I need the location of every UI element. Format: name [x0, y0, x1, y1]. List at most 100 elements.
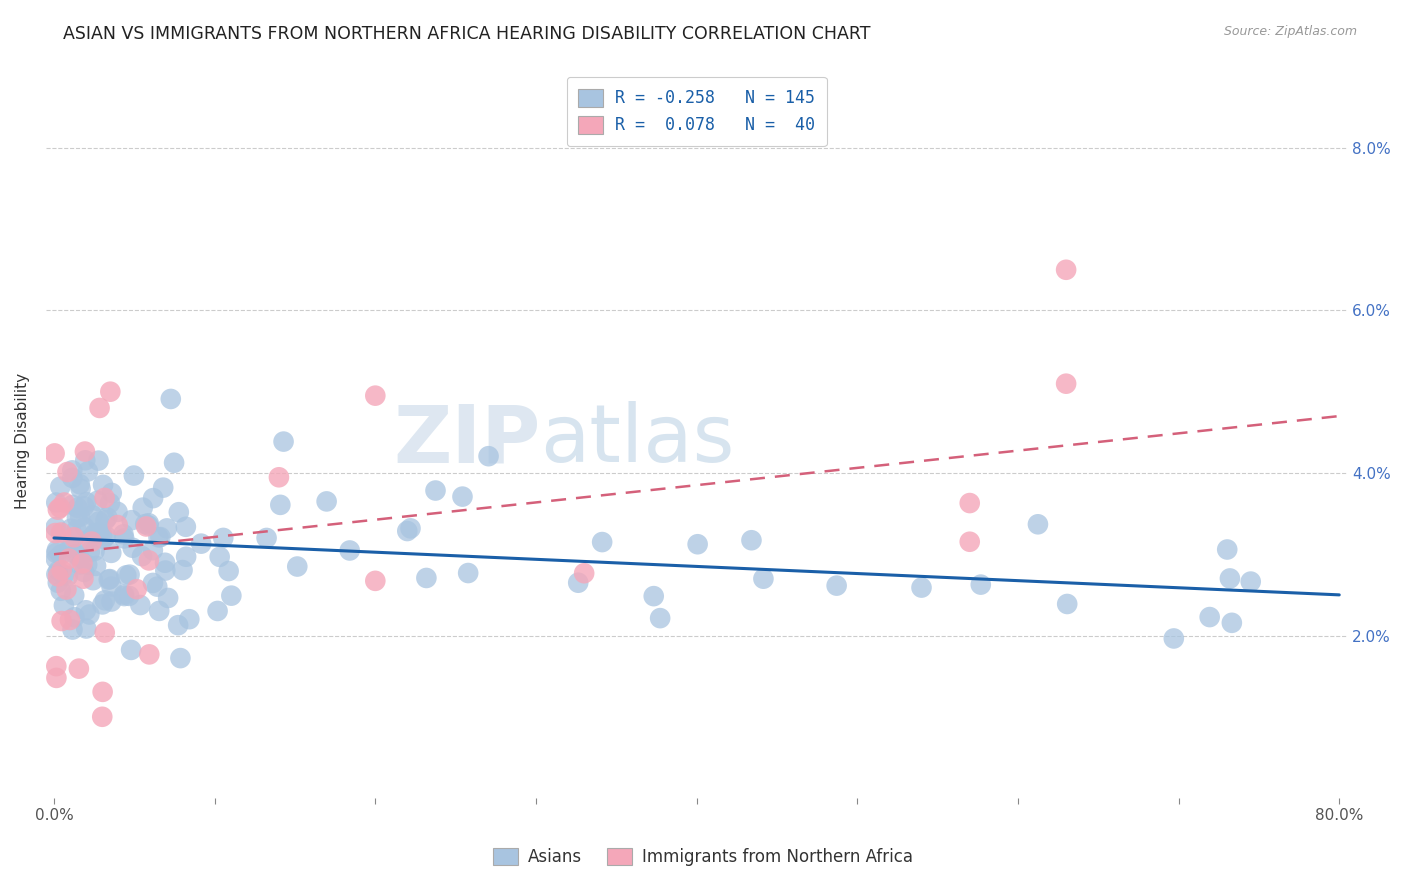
Point [591, 535, 613, 549]
Point [82, 508, 104, 523]
Y-axis label: Hearing Disability: Hearing Disability [15, 372, 30, 508]
Point [83, 528, 105, 542]
Point [72, 557, 94, 571]
Point [65, 523, 87, 537]
Point [62, 498, 84, 512]
Point [339, 543, 361, 558]
Point [63, 610, 86, 624]
Point [65, 547, 87, 561]
Text: ASIAN VS IMMIGRANTS FROM NORTHERN AFRICA HEARING DISABILITY CORRELATION CHART: ASIAN VS IMMIGRANTS FROM NORTHERN AFRICA… [63, 25, 870, 43]
Point [60, 540, 83, 554]
Point [49, 583, 72, 598]
Point [55, 582, 77, 597]
Point [112, 589, 135, 603]
Point [970, 577, 993, 591]
Point [52, 599, 75, 613]
Point [208, 549, 231, 564]
Point [477, 449, 499, 463]
Point [267, 470, 290, 484]
Point [1056, 597, 1078, 611]
Point [107, 505, 129, 519]
Point [142, 543, 165, 558]
Point [148, 530, 170, 544]
Point [45, 671, 67, 685]
Text: Source: ZipAtlas.com: Source: ZipAtlas.com [1223, 25, 1357, 38]
Point [1219, 571, 1241, 585]
Point [62, 623, 84, 637]
Point [49, 480, 72, 494]
Point [51, 614, 73, 628]
Point [98, 572, 121, 586]
Point [59, 522, 82, 536]
Point [87, 453, 110, 467]
Point [46, 569, 69, 583]
Point [59, 613, 82, 627]
Point [959, 496, 981, 510]
Point [45, 495, 67, 509]
Point [415, 571, 437, 585]
Point [49, 548, 72, 562]
Point [172, 563, 194, 577]
Point [167, 618, 190, 632]
Point [207, 604, 229, 618]
Point [121, 513, 143, 527]
Point [97, 573, 120, 587]
Point [69, 558, 91, 572]
Point [567, 575, 589, 590]
Point [73, 444, 96, 458]
Point [174, 549, 197, 564]
Point [138, 553, 160, 567]
Point [73, 565, 96, 579]
Point [49, 500, 72, 515]
Point [94, 529, 117, 543]
Point [1240, 574, 1263, 589]
Point [425, 483, 447, 498]
Point [66, 500, 89, 515]
Point [364, 389, 387, 403]
Point [45, 546, 67, 560]
Point [52, 567, 75, 582]
Point [73, 500, 96, 514]
Point [112, 527, 135, 541]
Point [80, 534, 103, 549]
Legend: Asians, Immigrants from Northern Africa: Asians, Immigrants from Northern Africa [486, 841, 920, 873]
Point [910, 581, 932, 595]
Point [46, 502, 69, 516]
Point [60, 463, 83, 477]
Point [134, 517, 156, 532]
Point [132, 500, 155, 515]
Point [93, 625, 115, 640]
Point [79, 545, 101, 559]
Point [98, 496, 121, 510]
Point [752, 572, 775, 586]
Point [79, 607, 101, 622]
Point [129, 598, 152, 612]
Point [825, 579, 848, 593]
Point [87, 515, 110, 529]
Point [46, 564, 69, 578]
Point [1198, 610, 1220, 624]
Point [59, 541, 82, 555]
Point [58, 551, 80, 566]
Point [256, 531, 278, 545]
Point [149, 530, 172, 544]
Point [84, 526, 107, 541]
Point [315, 494, 337, 508]
Point [93, 491, 115, 505]
Point [75, 603, 97, 617]
Point [643, 589, 665, 603]
Point [91, 478, 114, 492]
Point [45, 543, 67, 558]
Point [100, 486, 122, 500]
Point [142, 576, 165, 591]
Point [457, 566, 479, 580]
Point [89, 401, 111, 415]
Point [152, 481, 174, 495]
Point [56, 465, 79, 479]
Point [179, 612, 201, 626]
Point [66, 510, 89, 524]
Point [82, 573, 104, 587]
Point [135, 519, 157, 533]
Point [1220, 615, 1243, 630]
Point [45, 659, 67, 673]
